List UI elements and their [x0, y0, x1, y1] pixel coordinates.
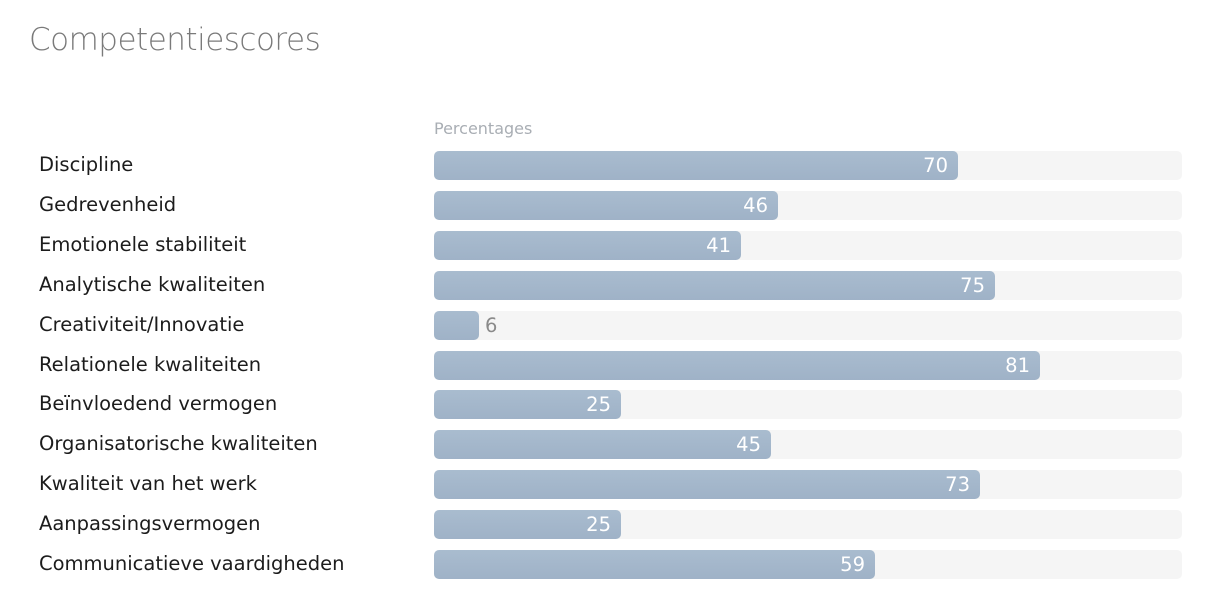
page-title: Competentiescores — [29, 22, 321, 58]
category-label: Emotionele stabiliteit — [39, 233, 247, 256]
bar-row: Organisatorische kwaliteiten 45 — [0, 429, 1229, 459]
category-label: Kwaliteit van het werk — [39, 472, 257, 495]
bar — [434, 390, 621, 419]
bar — [434, 231, 741, 260]
bar-row: Aanpassingsvermogen 25 — [0, 509, 1229, 539]
bar-value-label: 81 — [1005, 354, 1030, 377]
bar — [434, 351, 1040, 380]
bar — [434, 271, 995, 300]
bar-track: 81 — [434, 351, 1182, 380]
bar-track: 46 — [434, 191, 1182, 220]
axis-caption: Percentages — [434, 119, 533, 138]
category-label: Communicatieve vaardigheden — [39, 552, 345, 575]
bar-value-label: 25 — [586, 513, 611, 536]
bar-track: 41 — [434, 231, 1182, 260]
category-label: Discipline — [39, 153, 134, 176]
category-label: Organisatorische kwaliteiten — [39, 432, 318, 455]
bar-row: Gedrevenheid 46 — [0, 190, 1229, 220]
bar-track: 25 — [434, 390, 1182, 419]
bar-value-label: 73 — [945, 473, 970, 496]
bar — [434, 550, 875, 579]
bar-row: Kwaliteit van het werk 73 — [0, 469, 1229, 499]
category-label: Gedrevenheid — [39, 193, 177, 216]
bar-track: 70 — [434, 151, 1182, 180]
bar-value-label: 6 — [485, 314, 498, 337]
bar-value-label: 41 — [706, 234, 731, 257]
bar-value-label: 70 — [923, 154, 948, 177]
bar-row: Analytische kwaliteiten 75 — [0, 270, 1229, 300]
bar-track: 25 — [434, 510, 1182, 539]
bar — [434, 510, 621, 539]
bar-row: Emotionele stabiliteit 41 — [0, 230, 1229, 260]
bar-row: Discipline 70 — [0, 150, 1229, 180]
bar-value-label: 25 — [586, 393, 611, 416]
bar-value-label: 45 — [736, 433, 761, 456]
bar-track: 6 — [434, 311, 1182, 340]
bar-value-label: 75 — [960, 274, 985, 297]
bar-row: Communicatieve vaardigheden 59 — [0, 549, 1229, 579]
bar-value-label: 59 — [840, 553, 865, 576]
bar-track: 75 — [434, 271, 1182, 300]
bar — [434, 151, 958, 180]
category-label: Analytische kwaliteiten — [39, 273, 266, 296]
bar — [434, 470, 980, 499]
bar-row: Creativiteit/Innovatie 6 — [0, 310, 1229, 340]
bar — [434, 311, 479, 340]
bar — [434, 191, 778, 220]
category-label: Relationele kwaliteiten — [39, 353, 262, 376]
category-label: Aanpassingsvermogen — [39, 512, 261, 535]
bar-track: 45 — [434, 430, 1182, 459]
category-label: Creativiteit/Innovatie — [39, 313, 245, 336]
bar-row: Beïnvloedend vermogen 25 — [0, 389, 1229, 419]
bar-row: Relationele kwaliteiten 81 — [0, 350, 1229, 380]
bar — [434, 430, 771, 459]
bar-track: 59 — [434, 550, 1182, 579]
bar-track: 73 — [434, 470, 1182, 499]
category-label: Beïnvloedend vermogen — [39, 392, 278, 415]
bar-value-label: 46 — [743, 194, 768, 217]
